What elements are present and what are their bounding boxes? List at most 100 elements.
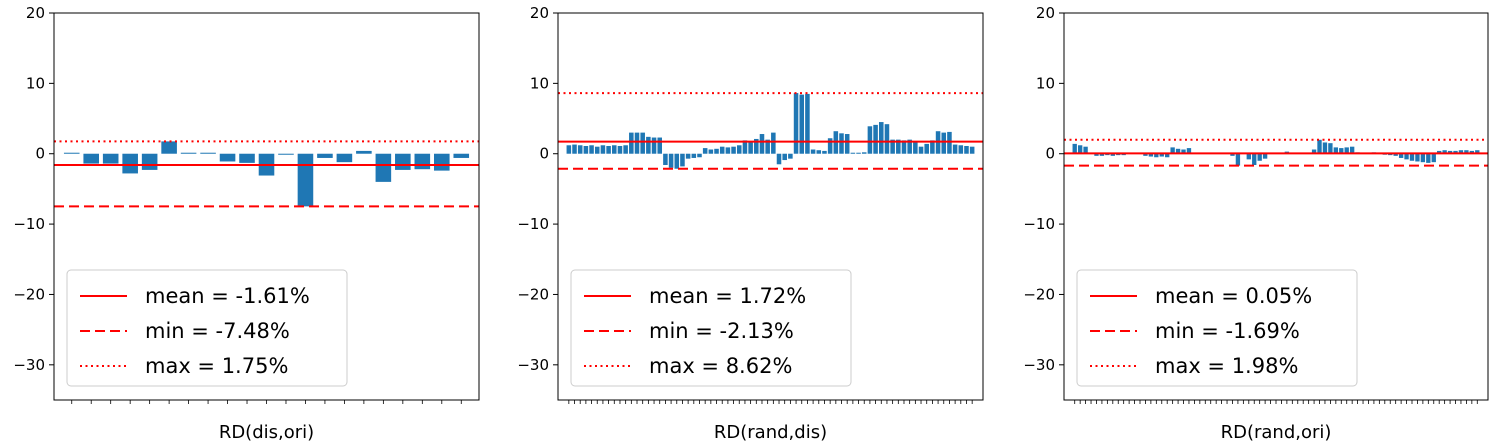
bars-group (63, 141, 470, 207)
bar (219, 153, 236, 162)
bar (1083, 146, 1088, 154)
legend-entry: mean = -1.61% (145, 284, 310, 308)
bar (924, 143, 929, 154)
bar (1333, 147, 1339, 154)
bar (1447, 150, 1453, 154)
bar (714, 148, 719, 154)
bar (856, 152, 861, 154)
bar (1230, 153, 1235, 156)
bar (873, 124, 878, 154)
bar (822, 150, 827, 154)
bar (1437, 150, 1442, 154)
bar (969, 146, 975, 154)
bar (731, 146, 736, 154)
bar (884, 124, 890, 154)
bar (952, 144, 958, 154)
bar (793, 93, 799, 154)
chart-panel-2: 20 10 0 −10 −20 −30 RD(rand,dis) mean = 1.72% mi… (517, 4, 984, 443)
bar (1420, 153, 1426, 163)
bar (1426, 153, 1431, 163)
bar (788, 153, 793, 159)
bar (947, 131, 952, 154)
bar (1159, 153, 1164, 157)
bar (765, 139, 770, 154)
y-tick-label: 0 (35, 145, 45, 163)
bar (958, 145, 964, 154)
bar (1339, 148, 1344, 154)
legend-entry: mean = 1.72% (649, 284, 806, 308)
bar (1393, 153, 1398, 156)
bar (754, 138, 759, 154)
bar (736, 145, 742, 154)
bar (336, 153, 353, 163)
chart-panel-1: 20 10 0 −10 −20 −30 RD(dis,ori) mean = -1.61% mi… (13, 4, 480, 443)
bar (668, 153, 674, 168)
bars-group (566, 93, 975, 169)
bar (141, 153, 158, 170)
bar (640, 132, 645, 154)
bar (651, 137, 657, 154)
bar (691, 153, 697, 158)
bar (1165, 153, 1170, 158)
y-tick-label: −20 (517, 285, 549, 303)
bar (697, 153, 702, 158)
bar (1409, 153, 1415, 161)
bar (395, 153, 411, 170)
bar (896, 139, 901, 154)
bar (1262, 153, 1268, 159)
bar (839, 133, 844, 154)
bar (663, 153, 668, 165)
bar (583, 145, 589, 154)
bar (453, 153, 470, 158)
bar (161, 141, 177, 154)
bar (850, 152, 856, 154)
bar (930, 140, 935, 154)
bar (1431, 153, 1436, 163)
y-tick-label: −10 (13, 215, 45, 233)
bar (623, 145, 628, 154)
bar (122, 153, 138, 174)
bar (861, 152, 867, 154)
bar (708, 149, 714, 154)
bar (200, 152, 216, 154)
y-tick-label: 20 (1036, 4, 1055, 22)
bar (1388, 153, 1393, 156)
bar (180, 152, 197, 154)
bar (1175, 148, 1181, 154)
bar (634, 132, 640, 154)
bar (434, 153, 450, 171)
bar (1094, 153, 1099, 156)
bar (1099, 153, 1105, 156)
bar (867, 126, 873, 154)
y-tick-label: −20 (1023, 285, 1055, 303)
bar (918, 146, 924, 154)
y-tick-label: −30 (517, 356, 549, 374)
bar (1475, 150, 1480, 154)
bar (1077, 145, 1083, 154)
bar (239, 153, 255, 163)
bar (1453, 150, 1458, 154)
bar (375, 153, 392, 182)
bar (782, 153, 787, 161)
bar (1181, 149, 1186, 154)
bar (278, 153, 294, 155)
y-tick-label: −20 (13, 285, 45, 303)
bar (617, 145, 623, 154)
bar (771, 132, 776, 154)
bar (759, 134, 765, 154)
bar (1464, 150, 1469, 154)
bar (907, 139, 912, 154)
bar (685, 153, 691, 159)
bar (1442, 150, 1447, 154)
bar (702, 148, 708, 154)
chart-panel-3: 20 10 0 −10 −20 −30 RD(rand,ori) mean = 0.05% mi… (1023, 4, 1489, 443)
bar (1246, 153, 1251, 160)
bar (674, 153, 680, 169)
bar (799, 94, 805, 154)
bar (1404, 153, 1409, 160)
axes-frame (557, 12, 984, 401)
y-tick-label: −10 (1023, 215, 1055, 233)
bar (1458, 150, 1464, 154)
bar (606, 145, 611, 154)
bar (589, 145, 594, 154)
